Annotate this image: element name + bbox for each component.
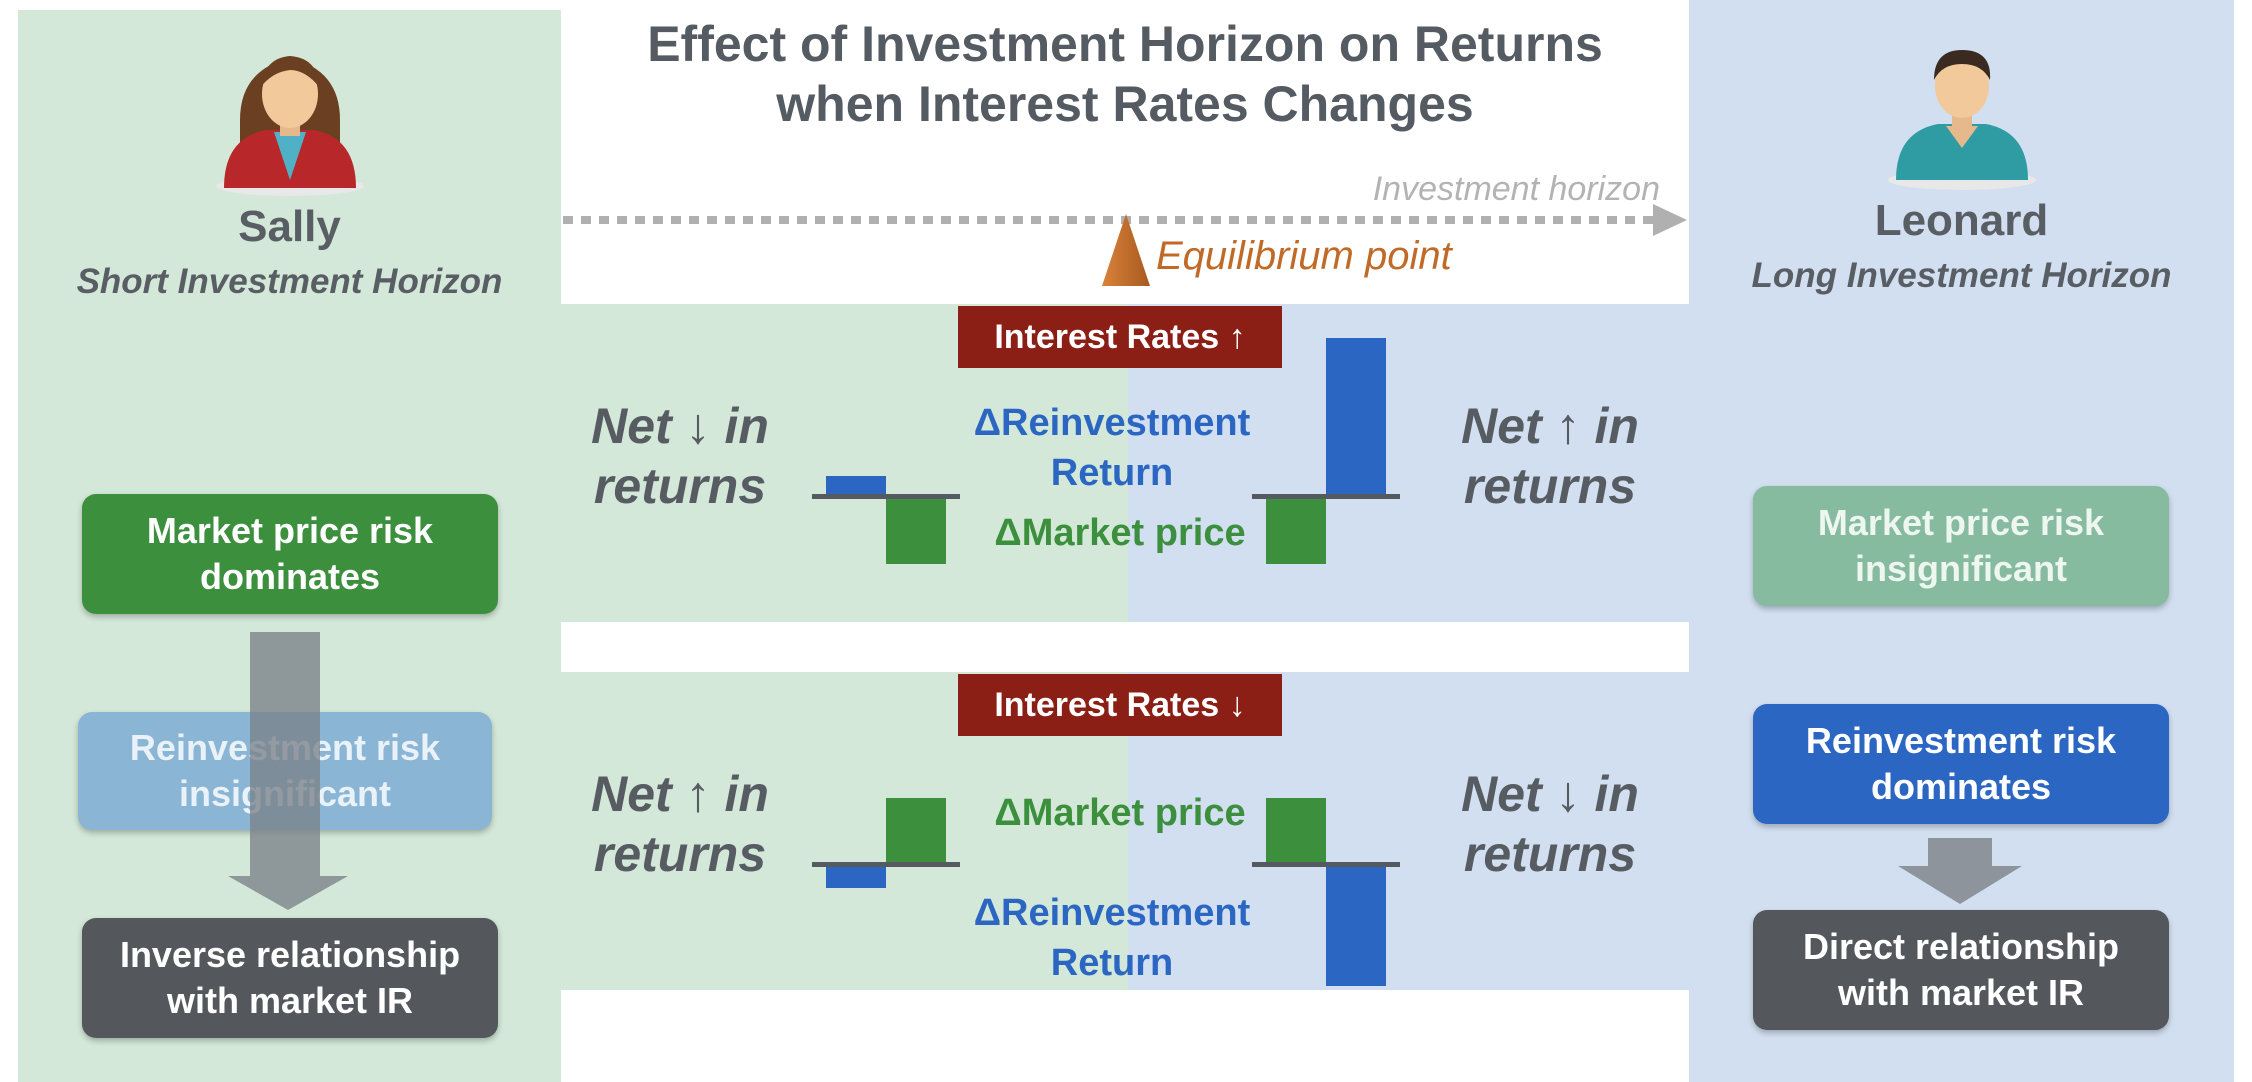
left-market-risk-box: Market price risk dominates xyxy=(82,494,498,614)
top-left-baseline xyxy=(812,494,960,499)
bottom-left-baseline xyxy=(812,862,960,867)
triangle-marker-icon xyxy=(1102,214,1150,286)
top-right-market-bar xyxy=(1266,496,1326,564)
right-market-risk-box: Market price risk insignificant xyxy=(1753,486,2169,606)
bottom-interest-rate-banner: Interest Rates ↓ xyxy=(958,674,1282,736)
right-box2-line1: Reinvestment risk xyxy=(1805,720,2117,761)
bottom-left-net-line1: Net ↑ in xyxy=(591,766,769,822)
left-relationship-box: Inverse relationship with market IR xyxy=(82,918,498,1038)
top-left-net-returns: Net ↓ in returns xyxy=(560,396,800,516)
bottom-reinvestment-line1: ΔReinvestment xyxy=(973,892,1251,934)
bottom-right-reinvest-bar xyxy=(1326,864,1386,986)
bottom-left-net-line2: returns xyxy=(593,826,767,882)
down-arrow-icon xyxy=(228,632,348,910)
top-left-net-line2: returns xyxy=(593,458,767,514)
bottom-right-market-bar xyxy=(1266,798,1326,864)
bottom-right-net-line1: Net ↓ in xyxy=(1461,766,1639,822)
right-investor-horizon: Long Investment Horizon xyxy=(1751,256,2172,295)
right-box3-line2: with market IR xyxy=(1837,972,2085,1013)
right-relationship-box: Direct relationship with market IR xyxy=(1753,910,2169,1030)
down-arrow-icon xyxy=(1898,838,2022,904)
title-line-1: Effect of Investment Horizon on Returns xyxy=(647,16,1603,72)
right-investor-name: Leonard xyxy=(1874,196,2049,245)
top-right-net-line1: Net ↑ in xyxy=(1461,398,1639,454)
bottom-left-reinvest-bar xyxy=(826,864,886,888)
top-reinvestment-label: ΔReinvestment Return xyxy=(940,398,1284,498)
title-line-2: when Interest Rates Changes xyxy=(776,76,1474,132)
top-reinvestment-line2: Return xyxy=(1050,452,1174,494)
equilibrium-label: Equilibrium point xyxy=(1156,234,1452,278)
top-right-reinvest-bar xyxy=(1326,338,1386,496)
horizon-arrow xyxy=(563,204,1687,236)
man-avatar-icon xyxy=(1888,50,2036,190)
left-investor-name: Sally xyxy=(238,202,341,251)
bottom-reinvestment-line2: Return xyxy=(1050,942,1174,984)
top-left-market-bar xyxy=(886,496,946,564)
right-box2-line2: dominates xyxy=(1870,766,2052,807)
bottom-market-price-label: ΔMarket price xyxy=(994,792,1246,834)
top-left-reinvest-bar xyxy=(826,476,886,496)
bottom-right-baseline xyxy=(1252,862,1400,867)
bottom-left-net-returns: Net ↑ in returns xyxy=(560,764,800,884)
bottom-left-market-bar xyxy=(886,798,946,864)
left-box1-line2: dominates xyxy=(199,556,381,597)
top-market-price-label: ΔMarket price xyxy=(994,512,1246,554)
left-box3-line1: Inverse relationship xyxy=(119,934,461,975)
bottom-right-net-line2: returns xyxy=(1463,826,1637,882)
right-box1-line2: insignificant xyxy=(1854,548,2067,589)
page-title: Effect of Investment Horizon on Returns … xyxy=(561,14,1689,134)
left-box3-line2: with market IR xyxy=(166,980,414,1021)
top-right-net-line2: returns xyxy=(1463,458,1637,514)
left-investor-horizon: Short Investment Horizon xyxy=(76,262,503,301)
bottom-right-net-returns: Net ↓ in returns xyxy=(1430,764,1670,884)
top-reinvestment-line1: ΔReinvestment xyxy=(973,402,1251,444)
right-box1-line1: Market price risk xyxy=(1817,502,2105,543)
top-left-net-line1: Net ↓ in xyxy=(591,398,769,454)
horizon-label: Investment horizon xyxy=(1372,170,1660,208)
bottom-reinvestment-label: ΔReinvestment Return xyxy=(940,888,1284,988)
top-right-baseline xyxy=(1252,494,1400,499)
left-box1-line1: Market price risk xyxy=(146,510,434,551)
top-interest-rate-banner: Interest Rates ↑ xyxy=(958,306,1282,368)
right-reinvestment-risk-box: Reinvestment risk dominates xyxy=(1753,704,2169,824)
top-right-net-returns: Net ↑ in returns xyxy=(1430,396,1670,516)
woman-avatar-icon xyxy=(216,56,364,196)
right-box3-line1: Direct relationship xyxy=(1802,926,2120,967)
